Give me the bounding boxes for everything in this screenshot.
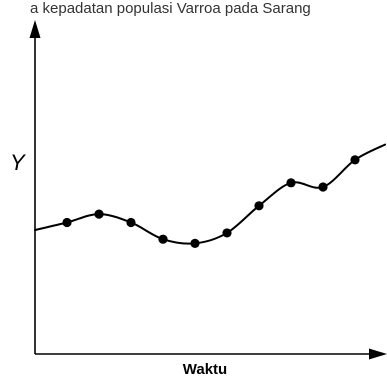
data-point-9 xyxy=(318,182,328,192)
series-line xyxy=(34,143,386,245)
data-point-10 xyxy=(350,155,360,165)
data-point-2 xyxy=(94,209,104,219)
data-point-1 xyxy=(62,217,72,228)
x-axis-arrow xyxy=(369,348,387,360)
data-point-4 xyxy=(158,234,168,244)
y-axis-label: Y xyxy=(10,150,26,175)
points-layer xyxy=(62,155,360,248)
y-axis-arrow xyxy=(29,20,41,38)
data-point-5 xyxy=(190,238,200,248)
data-point-8 xyxy=(286,178,296,188)
series-layer xyxy=(34,143,386,245)
data-point-6 xyxy=(222,228,232,238)
top-cropped-text: a kepadatan populasi Varroa pada Sarang xyxy=(30,0,311,17)
data-point-7 xyxy=(254,201,264,211)
data-point-3 xyxy=(126,217,136,228)
axes xyxy=(29,20,387,360)
x-axis-label: Waktu xyxy=(183,361,227,378)
